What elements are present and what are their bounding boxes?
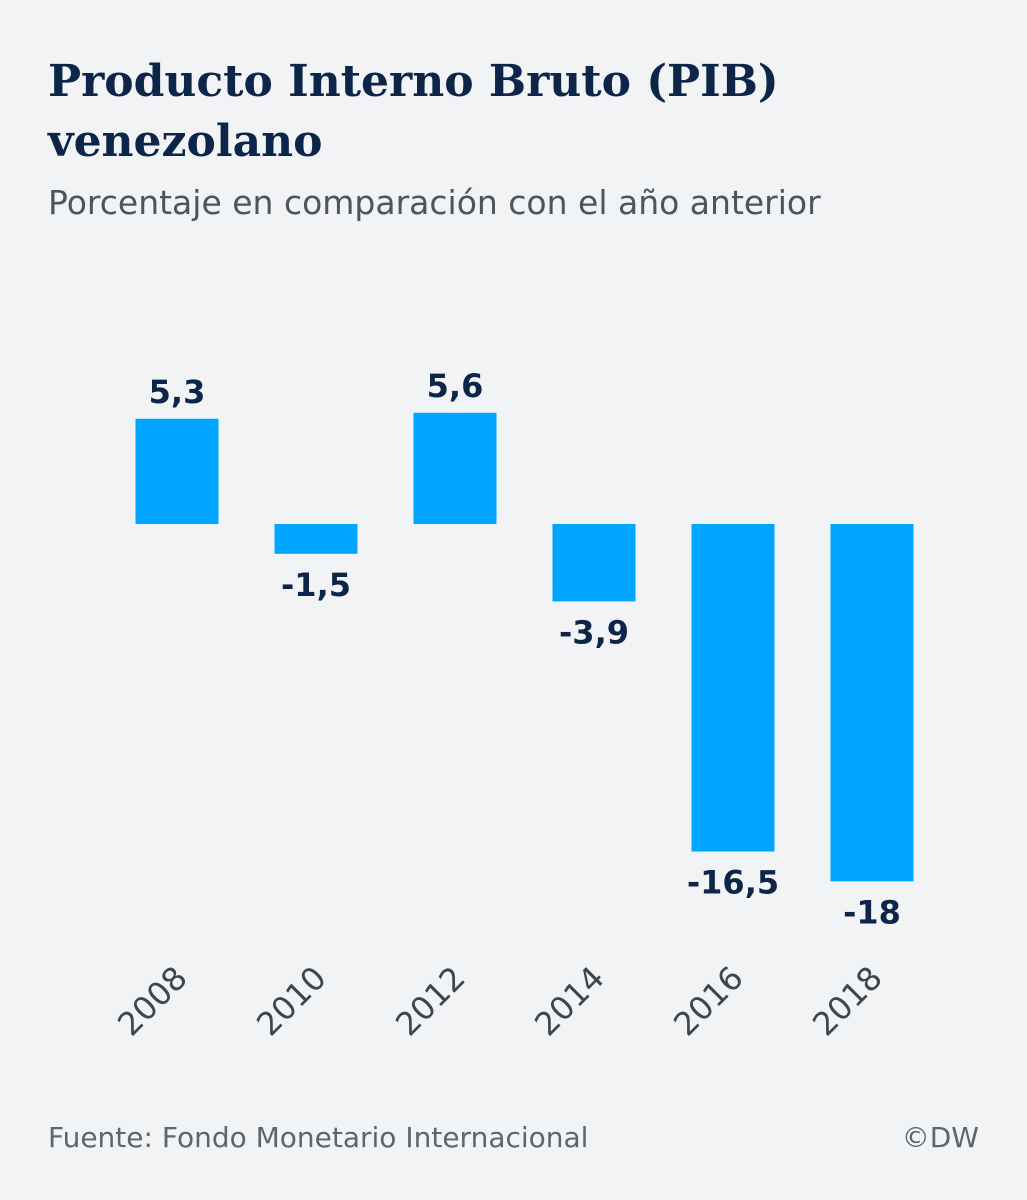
bar-2012 — [413, 412, 497, 524]
bar-2010 — [274, 524, 358, 554]
x-tick-label-2010: 2010 — [249, 959, 333, 1043]
chart-subtitle: Porcentaje en comparación con el año ant… — [48, 183, 821, 222]
data-label-2014: -3,9 — [559, 613, 629, 651]
bar-2018 — [830, 524, 914, 882]
source-note: Fuente: Fondo Monetario Internacional — [48, 1121, 589, 1154]
bar-2016 — [691, 524, 775, 852]
data-label-2018: -18 — [843, 893, 901, 931]
x-tick-label-2016: 2016 — [666, 959, 750, 1043]
x-tick-label-2014: 2014 — [527, 959, 611, 1043]
copyright-note: ©DW — [901, 1121, 979, 1154]
bar-2014 — [552, 524, 636, 602]
x-tick-label-2012: 2012 — [388, 959, 472, 1043]
bar-2008 — [135, 418, 219, 524]
data-label-2016: -16,5 — [687, 864, 779, 902]
data-label-2010: -1,5 — [281, 566, 351, 604]
data-label-2008: 5,3 — [149, 373, 206, 411]
chart-title: Producto Interno Bruto (PIB) venezolano — [48, 56, 779, 167]
x-tick-label-2018: 2018 — [805, 959, 889, 1043]
data-label-2012: 5,6 — [427, 367, 484, 405]
x-tick-label-2008: 2008 — [110, 959, 194, 1043]
